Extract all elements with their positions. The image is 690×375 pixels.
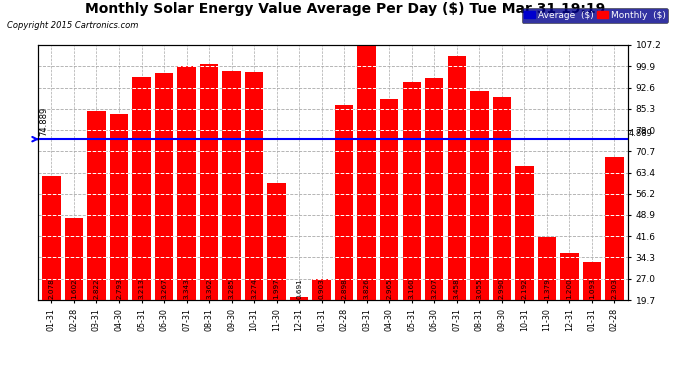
Text: 3.160: 3.160 xyxy=(408,278,415,298)
Bar xyxy=(380,99,398,300)
Text: 0.903: 0.903 xyxy=(319,278,325,298)
Text: 2.078: 2.078 xyxy=(48,278,55,298)
Bar xyxy=(605,157,624,300)
Text: 0.691: 0.691 xyxy=(296,278,302,298)
Bar xyxy=(222,71,241,300)
Text: 3.362: 3.362 xyxy=(206,278,212,298)
Bar xyxy=(290,297,308,300)
Text: 3.826: 3.826 xyxy=(364,278,370,298)
Text: 2.822: 2.822 xyxy=(93,278,99,298)
Text: 3.207: 3.207 xyxy=(431,278,437,298)
Bar xyxy=(155,72,173,300)
Bar xyxy=(177,66,196,300)
Bar xyxy=(245,72,264,300)
Bar xyxy=(582,262,601,300)
Text: 1.200: 1.200 xyxy=(566,278,573,298)
Text: 1.997: 1.997 xyxy=(274,278,279,298)
Text: 2.898: 2.898 xyxy=(341,278,347,298)
Text: 1.093: 1.093 xyxy=(589,278,595,298)
Bar xyxy=(493,97,511,300)
Bar xyxy=(560,253,579,300)
Text: 3.213: 3.213 xyxy=(139,278,144,298)
Text: 4.889: 4.889 xyxy=(629,129,653,138)
Bar xyxy=(200,64,218,300)
Bar xyxy=(425,78,444,300)
Bar xyxy=(268,183,286,300)
Legend: Average  ($), Monthly  ($): Average ($), Monthly ($) xyxy=(522,8,668,22)
Bar xyxy=(42,176,61,300)
Text: 2.192: 2.192 xyxy=(522,278,527,298)
Text: 2.965: 2.965 xyxy=(386,278,392,298)
Bar xyxy=(335,105,353,300)
Bar xyxy=(110,114,128,300)
Text: 3.285: 3.285 xyxy=(228,278,235,298)
Text: 3.274: 3.274 xyxy=(251,278,257,298)
Text: 1.379: 1.379 xyxy=(544,278,550,298)
Bar xyxy=(87,111,106,300)
Text: 2.303: 2.303 xyxy=(611,278,618,298)
Bar xyxy=(357,24,376,300)
Bar xyxy=(402,82,421,300)
Text: 74.889: 74.889 xyxy=(40,107,49,136)
Text: 2.793: 2.793 xyxy=(116,278,122,298)
Bar xyxy=(132,77,150,300)
Text: 1.602: 1.602 xyxy=(71,278,77,298)
Bar xyxy=(448,56,466,300)
Text: 3.267: 3.267 xyxy=(161,278,167,298)
Text: 3.055: 3.055 xyxy=(476,278,482,298)
Bar xyxy=(65,218,83,300)
Bar xyxy=(313,279,331,300)
Text: Copyright 2015 Cartronics.com: Copyright 2015 Cartronics.com xyxy=(7,21,138,30)
Bar xyxy=(470,91,489,300)
Text: Monthly Solar Energy Value Average Per Day ($) Tue Mar 31 19:19: Monthly Solar Energy Value Average Per D… xyxy=(85,2,605,16)
Bar xyxy=(538,237,556,300)
Bar xyxy=(515,166,533,300)
Text: 2.990: 2.990 xyxy=(499,278,505,298)
Text: 3.458: 3.458 xyxy=(454,278,460,298)
Text: 3.343: 3.343 xyxy=(184,278,190,298)
